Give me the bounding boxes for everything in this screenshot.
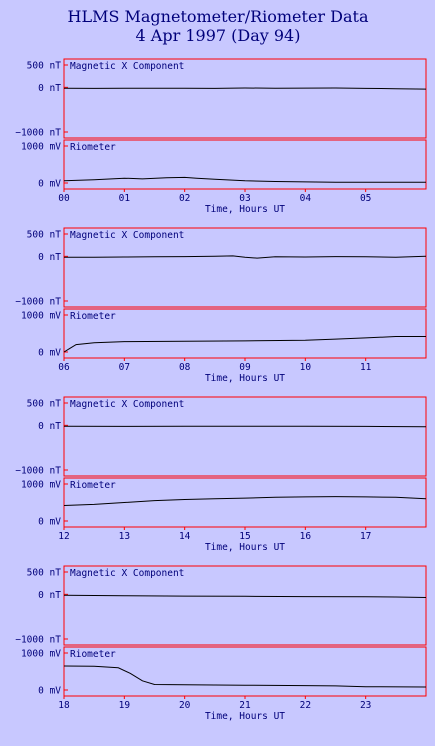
x-axis-label: Time, Hours UT [205, 711, 285, 722]
riometer-y-tick-label: 0 mV [38, 179, 61, 190]
x-tick-label: 13 [119, 531, 130, 542]
magnetic-y-tick-label: 0 nT [38, 83, 61, 94]
riometer-y-tick-label: 0 mV [38, 686, 61, 697]
riometer-panel-label: Riometer [70, 142, 116, 153]
riometer-panel-label: Riometer [70, 649, 116, 660]
magnetic-y-tick-label: 500 nT [27, 399, 62, 410]
magnetic-trace [63, 87, 427, 90]
magnetic-y-tick-label: 0 nT [38, 421, 61, 432]
magnetic-panel-frame [63, 565, 427, 646]
riometer-trace [63, 496, 427, 506]
riometer-y-tick-label: 0 mV [38, 348, 61, 359]
magnetic-panel-label: Magnetic X Component [70, 568, 184, 579]
riometer-y-tick-label: 0 mV [38, 517, 61, 528]
x-tick-label: 15 [239, 531, 250, 542]
magnetic-y-tick-label: 500 nT [27, 568, 62, 579]
x-tick-label: 20 [179, 700, 191, 711]
riometer-trace [63, 176, 426, 183]
x-tick-label: 16 [300, 531, 312, 542]
x-tick-label: 03 [239, 193, 250, 204]
chart-title: HLMS Magnetometer/Riometer Data [68, 7, 369, 26]
x-tick-label: 19 [119, 700, 131, 711]
x-tick-label: 23 [360, 700, 371, 711]
magnetic-y-tick-label: 500 nT [27, 61, 62, 72]
x-tick-label: 18 [58, 700, 70, 711]
x-tick-label: 21 [239, 700, 251, 711]
chart-block-2: 500 nT 0 nT −1000 nT Magnetic X Component 10… [15, 227, 427, 384]
x-tick-label: 11 [360, 362, 372, 373]
chart-block-1: 500 nT 0 nT −1000 nT Magnetic X Component 10… [15, 58, 427, 215]
riometer-trace [63, 665, 427, 688]
x-tick-label: 10 [300, 362, 312, 373]
x-tick-label: 14 [179, 531, 191, 542]
magnetic-panel-frame [63, 58, 427, 139]
magnetic-trace [63, 594, 427, 598]
riometer-panel-frame [63, 139, 427, 190]
magnetic-y-tick-label: 0 nT [38, 252, 61, 263]
magnetic-panel-label: Magnetic X Component [70, 61, 184, 72]
riometer-y-tick-label: 1000 mV [21, 142, 61, 153]
x-axis-label: Time, Hours UT [205, 204, 285, 215]
magnetic-panel-label: Magnetic X Component [70, 399, 184, 410]
magnetic-y-tick-label: −1000 nT [15, 297, 61, 308]
x-axis-label: Time, Hours UT [205, 542, 285, 553]
riometer-trace [63, 336, 426, 353]
riometer-y-tick-label: 1000 mV [21, 311, 61, 322]
riometer-panel-frame [63, 646, 427, 697]
x-tick-label: 06 [58, 362, 70, 373]
chart-subtitle: 4 Apr 1997 (Day 94) [136, 26, 301, 45]
riometer-y-tick-label: 1000 mV [21, 649, 61, 660]
x-axis-label: Time, Hours UT [205, 373, 285, 384]
riometer-panel-frame [63, 308, 427, 359]
chart-block-4: 500 nT 0 nT −1000 nT Magnetic X Component 10… [15, 565, 427, 722]
chart-block-3: 500 nT 0 nT −1000 nT Magnetic X Component 10… [15, 396, 427, 553]
x-tick-label: 00 [58, 193, 70, 204]
x-tick-label: 09 [239, 362, 251, 373]
x-tick-label: 01 [119, 193, 131, 204]
riometer-panel-label: Riometer [70, 311, 116, 322]
magnetic-panel-frame [63, 227, 427, 308]
riometer-y-tick-label: 1000 mV [21, 480, 61, 491]
x-tick-label: 02 [179, 193, 190, 204]
x-tick-label: 05 [360, 193, 371, 204]
magnetic-trace [64, 255, 427, 259]
magnetic-y-tick-label: −1000 nT [15, 128, 61, 139]
magnetic-panel-label: Magnetic X Component [70, 230, 184, 241]
x-tick-label: 04 [300, 193, 312, 204]
x-tick-label: 17 [360, 531, 371, 542]
magnetic-y-tick-label: 0 nT [38, 590, 61, 601]
x-tick-label: 07 [119, 362, 130, 373]
x-tick-label: 22 [300, 700, 311, 711]
x-tick-label: 08 [179, 362, 191, 373]
magnetic-y-tick-label: −1000 nT [15, 466, 61, 477]
x-tick-label: 12 [58, 531, 69, 542]
riometer-panel-label: Riometer [70, 480, 116, 491]
magnetic-y-tick-label: −1000 nT [15, 635, 61, 646]
magnetic-trace [63, 425, 427, 428]
magnetic-y-tick-label: 500 nT [27, 230, 62, 241]
magnetic-panel-frame [63, 396, 427, 477]
